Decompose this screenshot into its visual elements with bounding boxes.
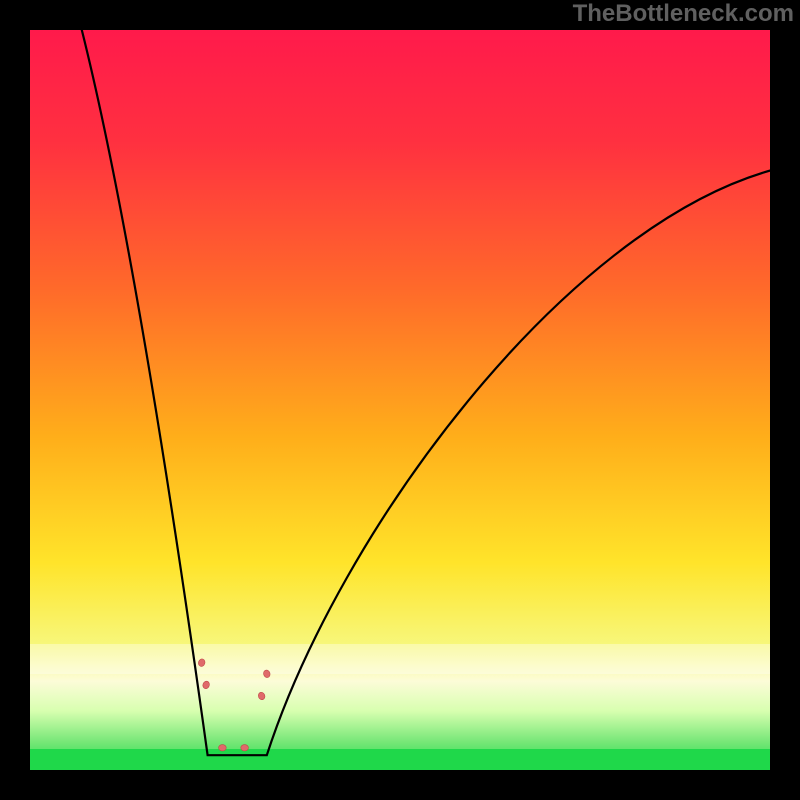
marker-point: [262, 669, 271, 678]
watermark-text: TheBottleneck.com: [573, 0, 794, 28]
bottleneck-curve: [82, 30, 770, 755]
plot-svg: [30, 30, 770, 770]
plot-area: [30, 30, 770, 770]
marker-point: [241, 745, 249, 751]
marker-point: [257, 691, 266, 700]
marker-point: [202, 680, 211, 689]
marker-point: [197, 658, 206, 667]
marker-point: [219, 745, 227, 751]
data-markers: [197, 658, 271, 751]
